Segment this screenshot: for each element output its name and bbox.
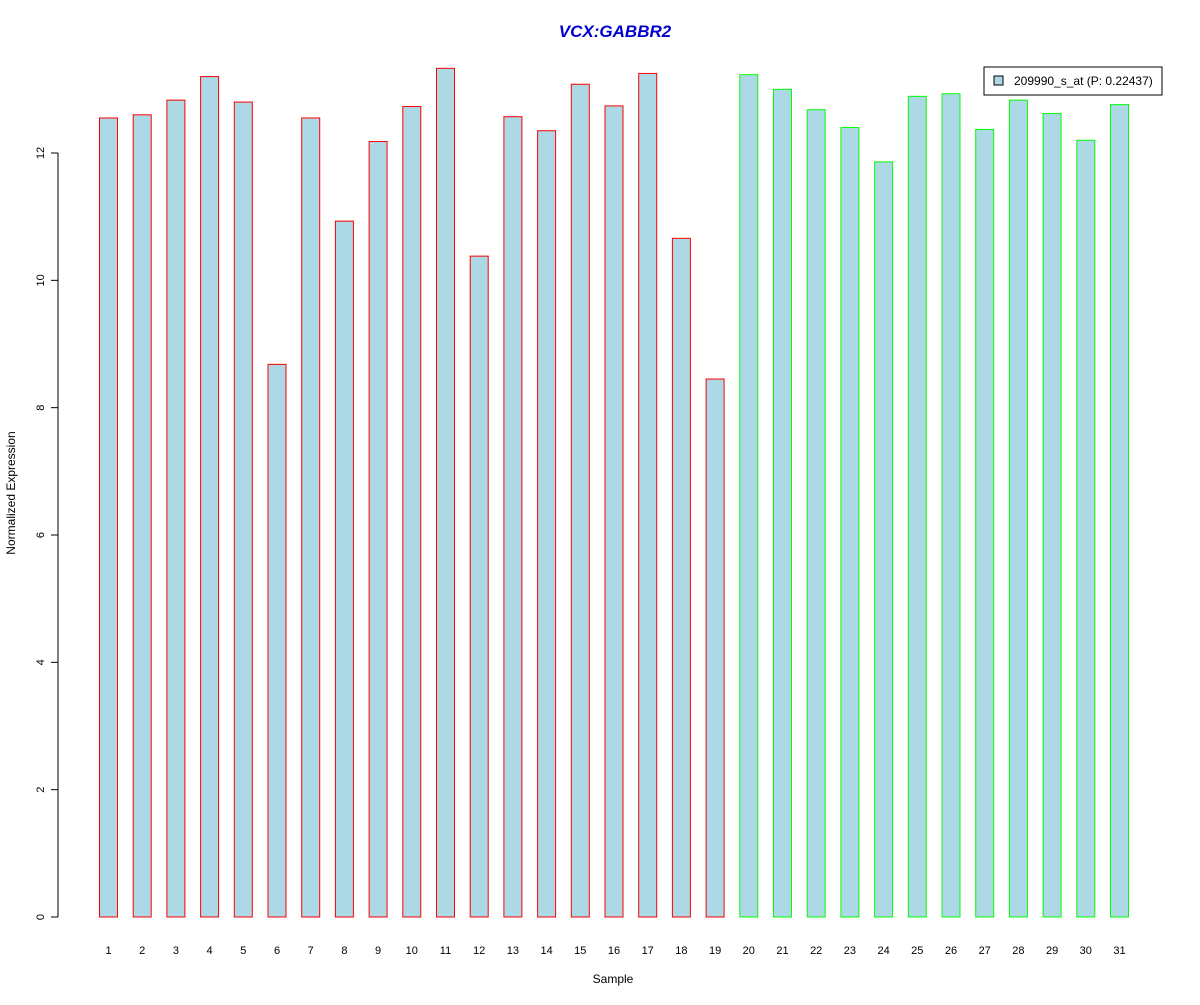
x-tick-label-15: 15 [574,945,586,957]
x-tick-label-1: 1 [105,945,111,957]
bar-sample-19 [705,378,725,918]
bar-sample-18 [671,237,691,918]
y-axis-label: Normalized Expression [4,431,18,554]
legend-swatch [993,75,1004,86]
x-tick-label-27: 27 [979,945,991,957]
y-tick-label: 6 [35,532,47,538]
x-tick-label-24: 24 [877,945,889,957]
y-tick-label: 4 [35,659,47,665]
x-tick-label-11: 11 [440,945,451,957]
x-tick-label-20: 20 [743,945,755,957]
x-tick-label-31: 31 [1113,945,1125,957]
x-tick-label-14: 14 [540,945,552,957]
x-tick-label-19: 19 [709,945,721,957]
x-tick-label-22: 22 [810,945,822,957]
bar-sample-3 [166,99,186,918]
x-tick-label-8: 8 [341,945,347,957]
bar-sample-12 [469,255,489,918]
x-tick-label-18: 18 [675,945,687,957]
bar-sample-16 [604,105,624,918]
x-tick-label-28: 28 [1012,945,1024,957]
x-tick-label-23: 23 [844,945,856,957]
bar-sample-31 [1110,104,1129,918]
y-tick-label: 0 [35,914,47,920]
bar-sample-1 [99,117,118,918]
bar-sample-13 [503,116,523,918]
bar-sample-27 [975,128,995,918]
x-tick-label-9: 9 [375,945,381,957]
x-tick-label-6: 6 [274,945,280,957]
x-tick-label-30: 30 [1080,945,1092,957]
x-tick-label-10: 10 [406,945,418,957]
x-tick-label-4: 4 [207,945,213,957]
bar-sample-2 [132,114,152,918]
x-tick-label-12: 12 [473,945,485,957]
bar-sample-21 [773,88,792,918]
x-tick-label-13: 13 [507,945,519,957]
x-tick-label-5: 5 [240,945,246,957]
bar-sample-7 [301,117,321,918]
bar-sample-8 [334,220,354,918]
bars-group [99,67,1129,918]
x-tick-label-21: 21 [776,945,788,957]
bar-sample-11 [436,67,455,918]
bar-sample-26 [941,93,961,918]
bar-sample-10 [402,106,422,918]
x-tick-label-29: 29 [1046,945,1058,957]
bar-sample-28 [1008,99,1028,918]
x-tick-label-2: 2 [139,945,145,957]
y-axis: 0 2 4 6 8 10 12 [35,147,59,920]
bar-sample-20 [739,74,759,918]
bar-sample-17 [638,72,658,918]
y-tick-label: 10 [35,274,47,286]
bar-sample-4 [200,76,220,918]
x-tick-label-17: 17 [642,945,654,957]
legend-label: 209990_s_at (P: 0.22437) [1014,74,1153,88]
x-tick-labels: 1 2 3 4 5 6 7 8 9 10 11 12 13 14 15 16 17 18 19 20 21 22 23 24 2… [105,945,1125,957]
x-axis-label: Sample [593,972,634,986]
legend: 209990_s_at (P: 0.22437) [983,66,1163,96]
y-tick-label: 2 [35,787,47,793]
bar-sample-22 [806,109,826,918]
bar-sample-6 [267,363,287,918]
x-tick-label-3: 3 [173,945,179,957]
bar-sample-5 [233,101,253,918]
bar-sample-14 [537,130,557,918]
y-tick-label: 8 [35,405,47,411]
bar-sample-30 [1076,139,1096,918]
bar-sample-25 [907,95,927,918]
x-tick-label-7: 7 [308,945,314,957]
x-tick-label-25: 25 [911,945,923,957]
bar-sample-9 [368,141,388,918]
x-tick-label-16: 16 [608,945,620,957]
bar-sample-29 [1042,113,1062,918]
bar-sample-15 [570,83,590,918]
chart-title: VCX:GABBR2 [559,22,672,41]
bar-sample-23 [840,127,860,918]
y-tick-label: 12 [35,147,47,159]
legend-box [983,66,1163,96]
x-tick-label-26: 26 [945,945,957,957]
bar-sample-24 [874,161,894,918]
